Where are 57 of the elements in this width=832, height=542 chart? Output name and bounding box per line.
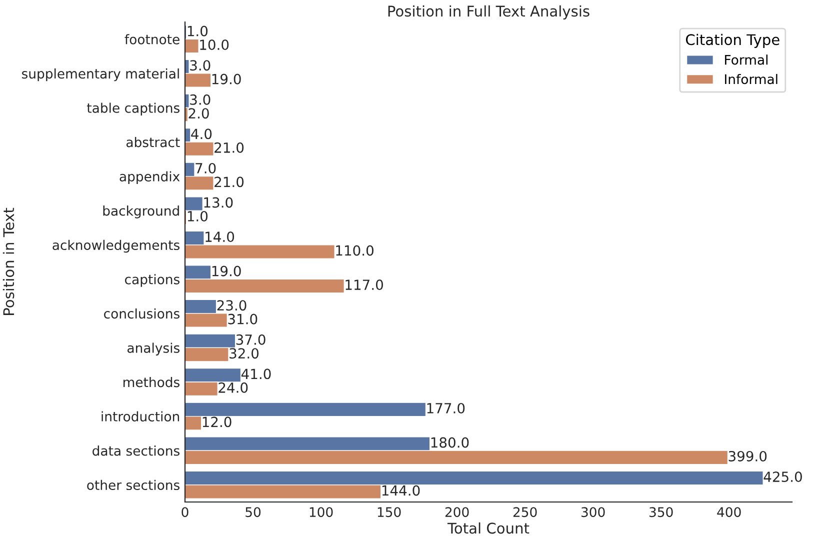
data-label: 41.0 — [241, 368, 271, 380]
x-tick-label: 400 — [717, 507, 741, 518]
data-label: 32.0 — [230, 348, 259, 359]
data-label: 21.0 — [214, 176, 244, 188]
x-tick-label: 250 — [513, 507, 537, 518]
y-tick-label: supplementary material — [22, 68, 179, 82]
data-label: 12.0 — [202, 416, 232, 428]
y-tick-label: introduction — [102, 411, 180, 422]
data-label: 2.0 — [188, 108, 209, 119]
y-tick-label: background — [103, 206, 179, 218]
data-label: 144.0 — [382, 485, 420, 496]
data-label: 4.0 — [191, 128, 212, 140]
x-tick-label: 0 — [182, 507, 188, 518]
data-label: 31.0 — [228, 314, 258, 324]
data-label: 117.0 — [346, 280, 383, 290]
data-label: 24.0 — [218, 382, 248, 393]
chart-title: Position in Full Text Analysis — [388, 5, 590, 20]
x-tick-label: 150 — [378, 507, 401, 518]
data-label: 10.0 — [200, 40, 229, 50]
y-tick-label: footnote — [124, 34, 180, 44]
y-tick-label: conclusions — [104, 308, 180, 319]
y-tick-label: methods — [124, 376, 180, 388]
data-label: 14.0 — [206, 232, 234, 242]
x-tick-label: 200 — [445, 507, 469, 518]
y-axis-title: Position in Text — [2, 208, 14, 315]
data-label: 110.0 — [336, 245, 374, 256]
data-label: 13.0 — [204, 197, 233, 208]
x-axis-title: Total Count — [447, 522, 530, 534]
y-tick-label: captions — [125, 274, 180, 287]
data-label: 425.0 — [764, 472, 802, 482]
data-label: 3.0 — [190, 60, 210, 71]
data-label: 3.0 — [190, 94, 210, 105]
data-label: 7.0 — [196, 162, 216, 174]
x-tick-label: 50 — [246, 507, 261, 518]
y-tick-label: other sections — [87, 480, 180, 490]
data-label: 399.0 — [728, 450, 767, 462]
data-label: 177.0 — [427, 402, 465, 414]
data-label: 1.0 — [188, 210, 208, 222]
data-label: 21.0 — [214, 142, 244, 153]
y-tick-label: appendix — [120, 171, 180, 184]
x-tick-label: 350 — [649, 507, 673, 518]
data-label: 180.0 — [431, 437, 469, 448]
legend-label: Formal — [725, 54, 768, 65]
y-tick-label: table captions — [87, 102, 180, 116]
y-tick-label: data sections — [92, 446, 180, 456]
x-tick-label: 300 — [581, 507, 605, 518]
y-tick-label: acknowledgements — [52, 240, 180, 253]
y-tick-label: abstract — [126, 136, 180, 148]
y-tick-label: analysis — [128, 342, 180, 356]
data-label: 19.0 — [212, 74, 241, 84]
data-label: 37.0 — [236, 334, 266, 345]
data-label: 19.0 — [212, 266, 241, 276]
legend-title: Citation Type — [686, 34, 780, 48]
x-tick-label: 100 — [310, 507, 333, 518]
legend-label: Informal — [725, 74, 778, 84]
data-label: 23.0 — [217, 300, 246, 311]
data-label: 1.0 — [188, 26, 208, 36]
